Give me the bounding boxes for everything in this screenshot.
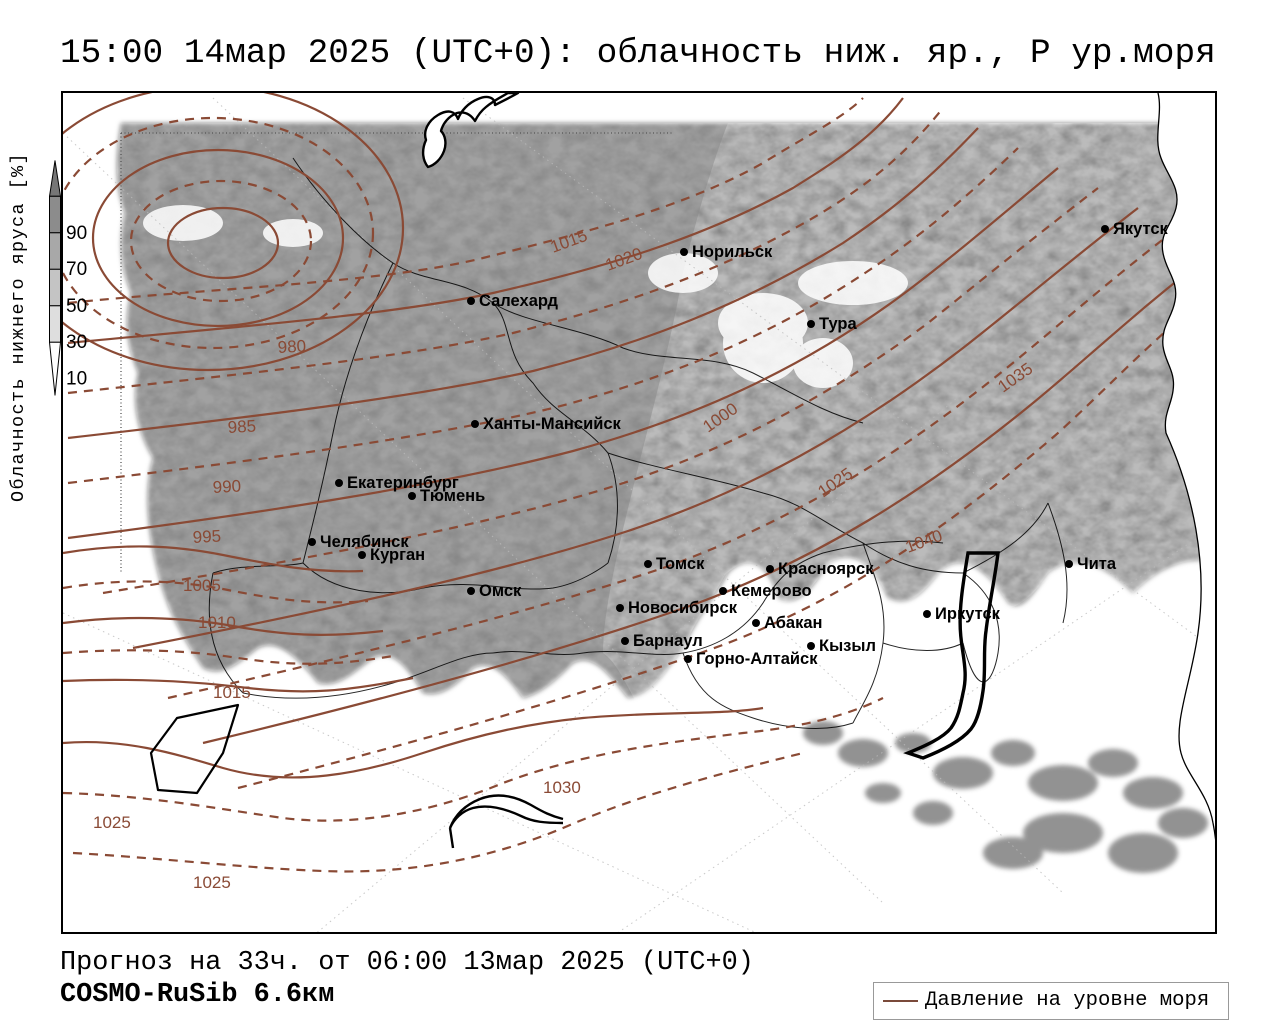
svg-text:1025: 1025 bbox=[93, 813, 131, 832]
svg-text:Новосибирск: Новосибирск bbox=[628, 599, 738, 617]
svg-text:Томск: Томск bbox=[656, 555, 705, 573]
svg-text:Горно-Алтайск: Горно-Алтайск bbox=[696, 650, 818, 668]
svg-text:90: 90 bbox=[66, 223, 87, 244]
svg-text:30: 30 bbox=[66, 332, 87, 353]
svg-text:Барнаул: Барнаул bbox=[633, 632, 703, 650]
svg-text:Якутск: Якутск bbox=[1113, 220, 1169, 238]
svg-text:1010: 1010 bbox=[198, 613, 236, 632]
svg-text:990: 990 bbox=[212, 477, 241, 497]
svg-text:Норильск: Норильск bbox=[692, 243, 773, 261]
svg-text:Кемерово: Кемерово bbox=[731, 582, 812, 600]
svg-text:Тура: Тура bbox=[819, 315, 857, 333]
svg-text:980: 980 bbox=[277, 337, 306, 357]
svg-text:1025: 1025 bbox=[193, 873, 231, 892]
svg-text:Ханты-Мансийск: Ханты-Мансийск bbox=[483, 415, 622, 433]
svg-text:Кызыл: Кызыл bbox=[819, 637, 876, 655]
svg-text:1005: 1005 bbox=[183, 576, 221, 595]
svg-text:Тюмень: Тюмень bbox=[420, 487, 485, 505]
svg-text:Красноярск: Красноярск bbox=[778, 560, 874, 578]
svg-text:Иркутск: Иркутск bbox=[935, 605, 1001, 623]
svg-text:70: 70 bbox=[66, 259, 87, 280]
svg-text:Курган: Курган bbox=[370, 546, 425, 564]
svg-text:10: 10 bbox=[66, 369, 87, 390]
svg-text:Абакан: Абакан bbox=[764, 614, 822, 632]
svg-text:Омск: Омск bbox=[479, 582, 522, 600]
svg-text:1015: 1015 bbox=[213, 683, 251, 702]
svg-text:Чита: Чита bbox=[1077, 555, 1117, 573]
svg-text:50: 50 bbox=[66, 296, 87, 317]
svg-text:995: 995 bbox=[192, 527, 221, 547]
svg-text:Салехард: Салехард bbox=[479, 292, 559, 310]
svg-text:1030: 1030 bbox=[543, 778, 581, 797]
